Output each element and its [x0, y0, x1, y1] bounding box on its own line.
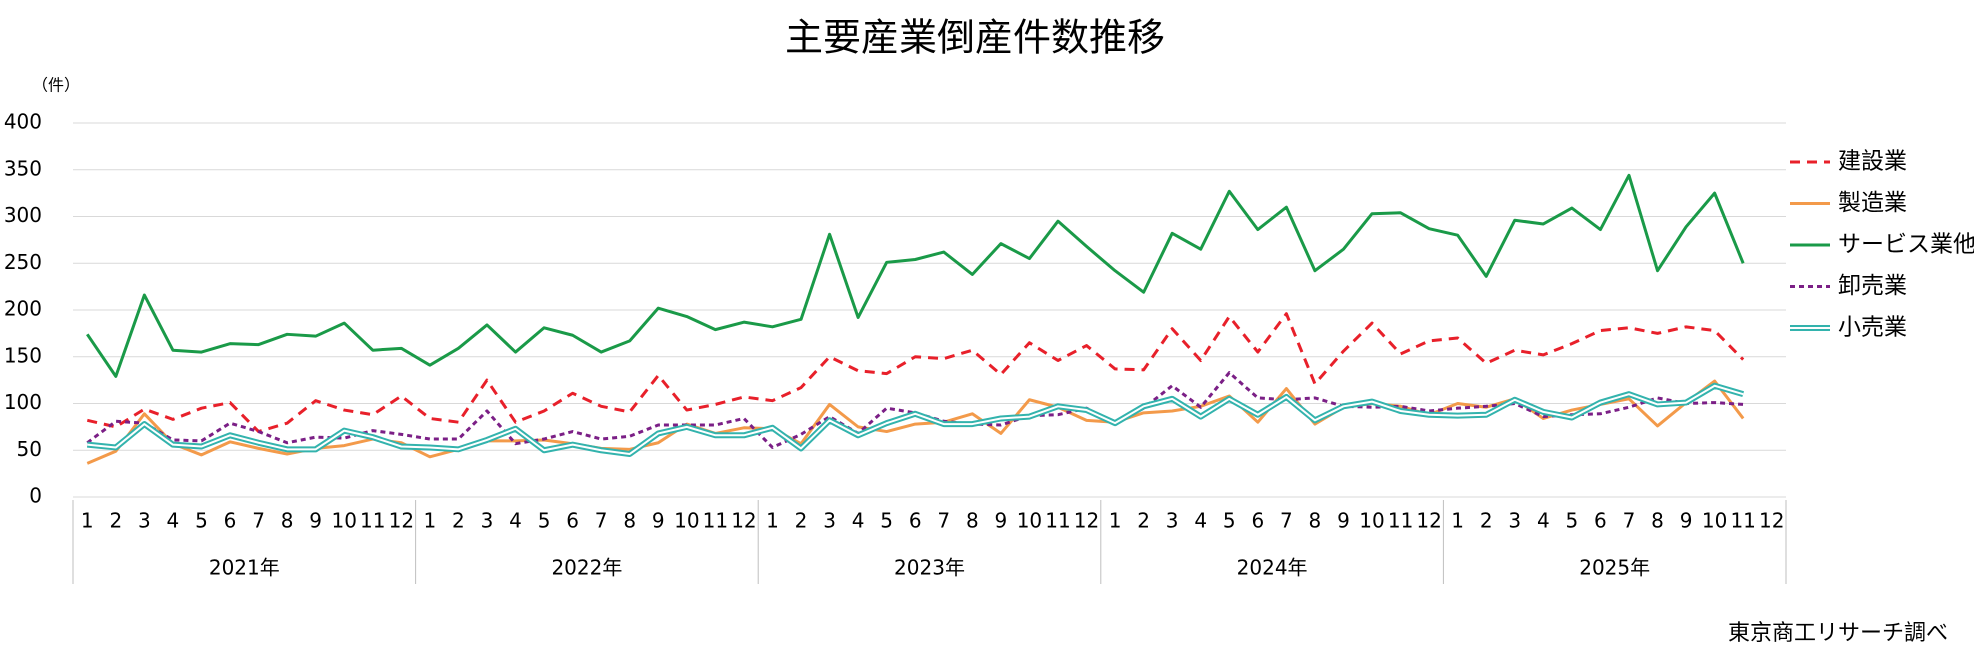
x-tick-label: 8	[1309, 509, 1322, 533]
x-tick-label: 12	[1074, 509, 1099, 533]
x-tick-label: 8	[281, 509, 294, 533]
x-tick-label: 4	[852, 509, 865, 533]
series-line	[86, 312, 1745, 434]
x-tick-label: 8	[966, 509, 979, 533]
x-tick-label: 3	[138, 509, 151, 533]
y-tick-label: 400	[4, 110, 42, 134]
x-tick-label: 8	[623, 509, 636, 533]
x-tick-label: 11	[1045, 509, 1070, 533]
x-tick-label: 3	[481, 509, 494, 533]
x-tick-label: 1	[81, 509, 94, 533]
x-tick-label: 5	[195, 509, 208, 533]
x-tick-label: 5	[1566, 509, 1579, 533]
series-line	[86, 382, 1745, 457]
x-tick-label: 6	[1251, 509, 1264, 533]
y-unit: （件）	[32, 76, 80, 95]
x-tick-label: 7	[1623, 509, 1636, 533]
x-tick-label: 1	[424, 509, 437, 533]
x-tick-label: 2	[1137, 509, 1150, 533]
y-tick-label: 350	[4, 156, 42, 180]
x-group-label: 2023年	[894, 556, 965, 580]
x-tick-label: 11	[1388, 509, 1413, 533]
x-tick-label: 7	[252, 509, 265, 533]
legend-label: サービス業他	[1838, 232, 1974, 258]
x-tick-label: 3	[1508, 509, 1521, 533]
x-tick-label: 10	[1017, 509, 1042, 533]
x-tick-label: 7	[1280, 509, 1293, 533]
legend-label: 小売業	[1838, 315, 1907, 341]
chart-title: 主要産業倒産件数推移	[785, 16, 1165, 60]
x-tick-label: 5	[538, 509, 551, 533]
x-tick-label: 6	[566, 509, 579, 533]
x-group-label: 2024年	[1237, 556, 1308, 580]
x-tick-label: 7	[595, 509, 608, 533]
x-tick-label: 12	[731, 509, 756, 533]
x-tick-label: 4	[509, 509, 522, 533]
x-tick-label: 10	[674, 509, 699, 533]
x-tick-label: 4	[1194, 509, 1207, 533]
x-tick-label: 5	[880, 509, 893, 533]
series-line	[86, 173, 1745, 378]
x-group-label: 2021年	[209, 556, 280, 580]
y-tick-label: 200	[4, 297, 42, 321]
x-tick-label: 11	[703, 509, 728, 533]
x-tick-label: 12	[1759, 509, 1784, 533]
x-tick-label: 9	[652, 509, 665, 533]
source: 東京商工リサーチ調べ	[1728, 621, 1948, 646]
x-tick-label: 3	[1166, 509, 1179, 533]
y-tick-label: 300	[4, 203, 42, 227]
y-tick-label: 0	[29, 484, 42, 508]
x-tick-label: 9	[1680, 509, 1693, 533]
x-tick-label: 4	[1537, 509, 1550, 533]
x-tick-label: 4	[167, 509, 180, 533]
x-tick-label: 10	[1702, 509, 1727, 533]
y-tick-label: 100	[4, 390, 42, 414]
x-tick-label: 2	[452, 509, 465, 533]
x-tick-label: 11	[360, 509, 385, 533]
x-tick-label: 12	[389, 509, 414, 533]
x-tick-label: 8	[1651, 509, 1664, 533]
x-tick-label: 11	[1730, 509, 1755, 533]
x-tick-label: 9	[995, 509, 1008, 533]
x-tick-label: 2	[109, 509, 122, 533]
x-tick-label: 9	[1337, 509, 1350, 533]
x-tick-label: 10	[331, 509, 356, 533]
series-line-inner	[87, 384, 1744, 455]
series-line	[86, 379, 1745, 465]
x-group-label: 2022年	[551, 556, 622, 580]
x-tick-label: 6	[909, 509, 922, 533]
x-tick-label: 9	[309, 509, 322, 533]
y-tick-label: 250	[4, 250, 42, 274]
legend-label: 建設業	[1838, 149, 1907, 175]
x-tick-label: 1	[1109, 509, 1122, 533]
x-tick-label: 10	[1359, 509, 1384, 533]
x-tick-label: 12	[1416, 509, 1441, 533]
legend-label: 卸売業	[1838, 273, 1907, 299]
x-tick-label: 6	[224, 509, 237, 533]
x-tick-label: 1	[766, 509, 779, 533]
x-tick-label: 2	[1480, 509, 1493, 533]
x-tick-label: 2	[795, 509, 808, 533]
legend-label: 製造業	[1838, 190, 1907, 216]
y-tick-label: 150	[4, 343, 42, 367]
x-group-label: 2025年	[1579, 556, 1650, 580]
x-tick-label: 3	[823, 509, 836, 533]
x-tick-label: 5	[1223, 509, 1236, 533]
x-tick-label: 6	[1594, 509, 1607, 533]
x-tick-label: 1	[1451, 509, 1464, 533]
x-tick-label: 7	[937, 509, 950, 533]
y-tick-label: 50	[17, 437, 42, 461]
